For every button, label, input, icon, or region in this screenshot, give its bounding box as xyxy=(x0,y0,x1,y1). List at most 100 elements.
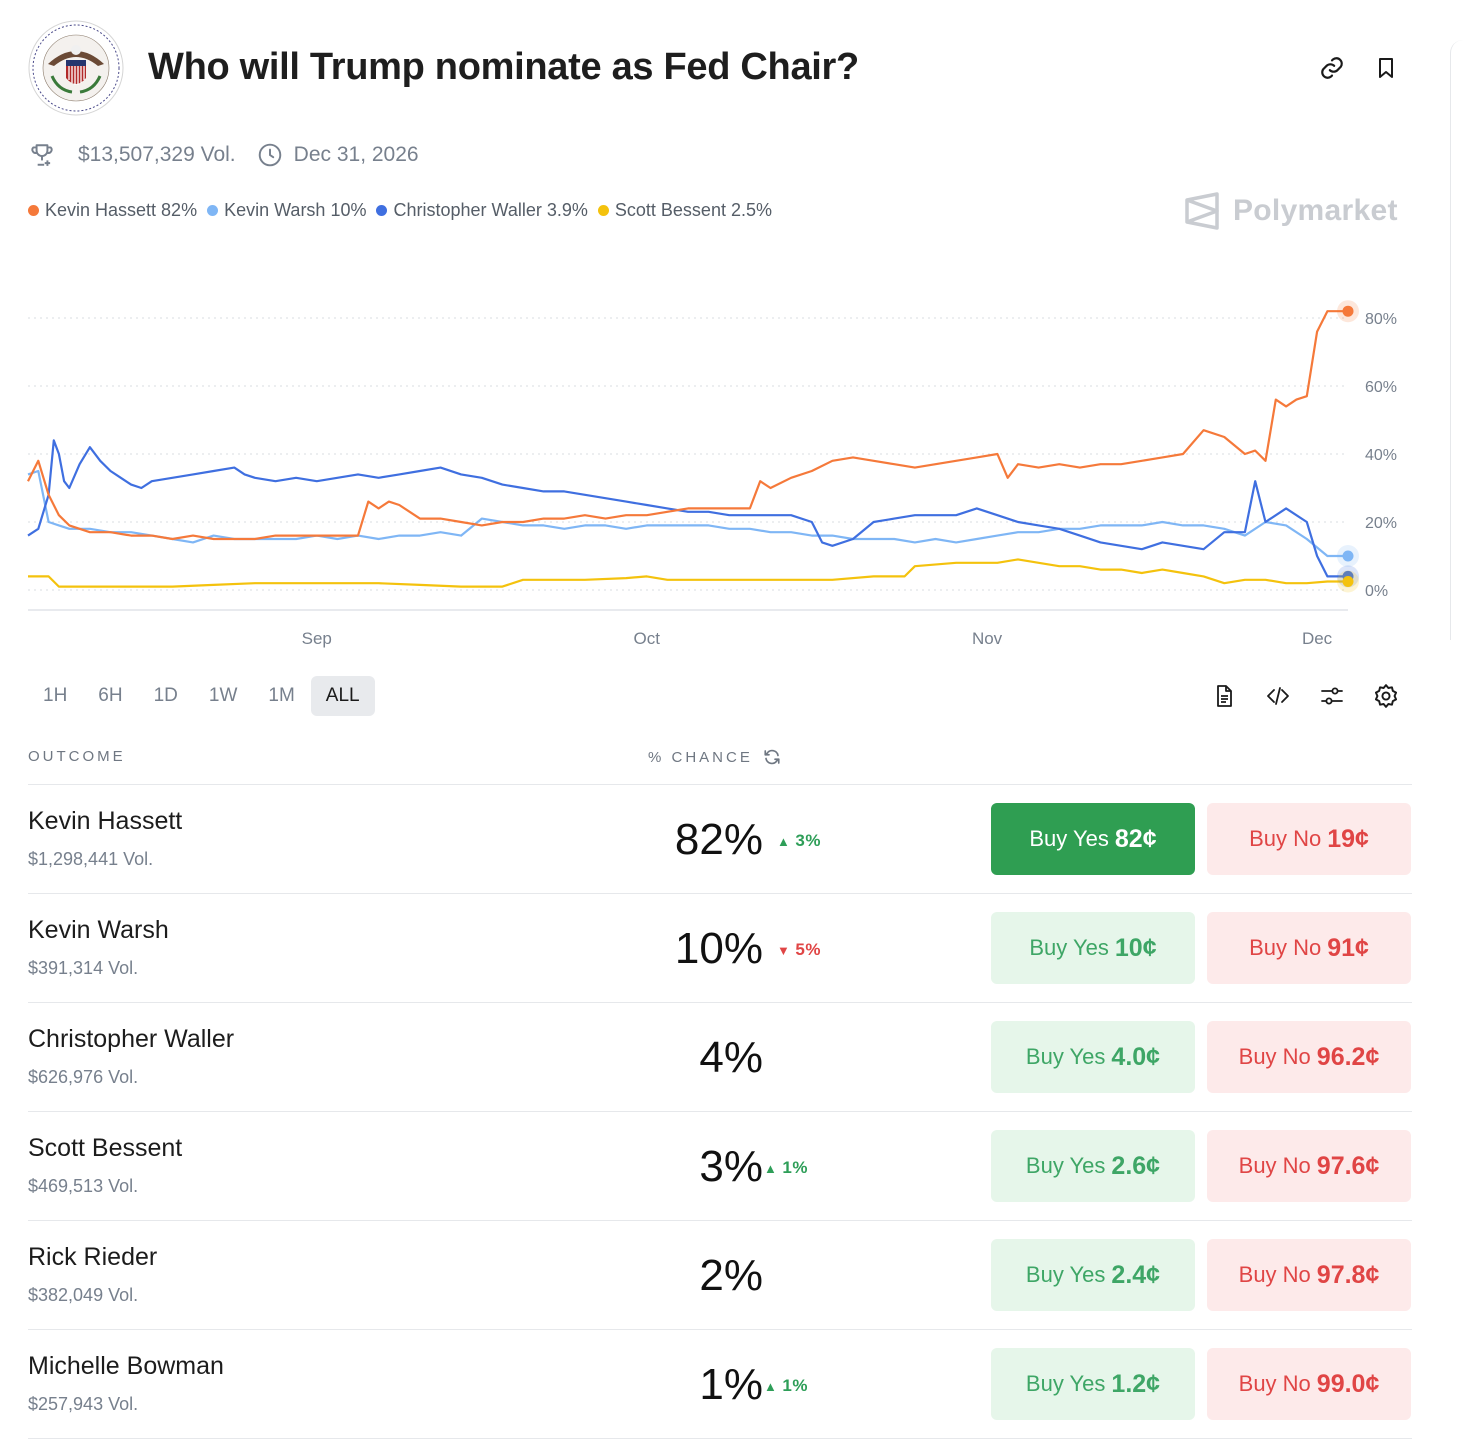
buy-no-button[interactable]: Buy No 91¢ xyxy=(1207,912,1411,984)
y-tick-label: 20% xyxy=(1365,515,1397,532)
series-end-point xyxy=(1342,305,1354,317)
outcome-name[interactable]: Kevin Warsh xyxy=(28,916,169,944)
outcome-chance: 10% xyxy=(674,924,763,973)
buy-no-price: 97.6¢ xyxy=(1316,1151,1380,1180)
series-line-scott-bessent xyxy=(28,558,1348,588)
range-1w-button[interactable]: 1W xyxy=(208,685,238,706)
rules-button[interactable] xyxy=(1206,678,1242,714)
outcome-volume: $626,976 Vol. xyxy=(28,1067,139,1087)
outcome-row[interactable]: Scott Bessent $469,513 Vol. 3% ▲ 1% Buy Yes 2.… xyxy=(28,1112,1412,1221)
buy-no-price: 19¢ xyxy=(1327,824,1369,853)
market-meta: $13,507,329 Vol. Dec 31, 2026 xyxy=(28,140,419,170)
outcome-chance: 4% xyxy=(699,1033,763,1082)
buy-yes-button[interactable]: Buy Yes 82¢ xyxy=(991,803,1195,875)
chance-change-badge: ▲ 1% xyxy=(764,1158,808,1178)
buy-no-label: Buy No xyxy=(1238,1371,1311,1396)
y-tick-label: 0% xyxy=(1365,583,1388,600)
outcome-row[interactable]: Kevin Warsh $391,314 Vol. 10% ▼ 5% Buy Yes 10¢… xyxy=(28,894,1412,1003)
buy-no-button[interactable]: Buy No 97.6¢ xyxy=(1207,1130,1411,1202)
end-date: Dec 31, 2026 xyxy=(293,143,419,166)
range-1d-button[interactable]: 1D xyxy=(153,685,178,706)
outcome-chance: 1% xyxy=(699,1360,763,1409)
triangle-down-icon: ▼ xyxy=(777,942,791,958)
range-6h-button[interactable]: 6H xyxy=(98,685,123,706)
triangle-up-icon: ▲ xyxy=(764,1378,778,1394)
legend-dot xyxy=(376,205,388,216)
chance-change-badge: ▼ 5% xyxy=(777,940,821,960)
outcome-row[interactable]: Kevin Hassett $1,298,441 Vol. 82% ▲ 3% Buy Ye… xyxy=(28,785,1412,894)
buy-yes-price: 82¢ xyxy=(1114,824,1157,853)
chart-filters-button[interactable] xyxy=(1314,678,1350,714)
outcome-chance: 3% xyxy=(699,1142,763,1191)
link-icon xyxy=(1321,57,1343,79)
x-tick-label: Sep xyxy=(302,629,332,648)
legend-label: Kevin Hassett 82% xyxy=(45,200,198,220)
buy-no-price: 96.2¢ xyxy=(1316,1042,1380,1071)
triangle-up-icon: ▲ xyxy=(777,833,791,849)
outcome-row[interactable]: Christopher Waller $626,976 Vol. 4% Buy Yes… xyxy=(28,1003,1412,1112)
range-1m-button[interactable]: 1M xyxy=(268,685,295,706)
buy-yes-label: Buy Yes xyxy=(1025,1371,1106,1396)
outcome-name[interactable]: Rick Rieder xyxy=(28,1243,158,1271)
outcome-row[interactable]: Michelle Bowman $257,943 Vol. 1% ▲ 1% Buy Yes… xyxy=(28,1330,1412,1439)
buy-no-price: 97.8¢ xyxy=(1316,1260,1380,1289)
buy-yes-button[interactable]: Buy Yes 2.6¢ xyxy=(991,1130,1195,1202)
legend-item: Kevin Hassett 82% xyxy=(28,200,197,221)
refresh-icon[interactable] xyxy=(763,748,781,766)
triangle-up-icon: ▲ xyxy=(764,1160,778,1176)
chart-legend: Kevin Hassett 82% Kevin Warsh 10% Christ… xyxy=(28,200,782,221)
embed-button[interactable] xyxy=(1260,678,1296,714)
outcome-name[interactable]: Christopher Waller xyxy=(28,1025,235,1053)
buy-yes-price: 1.2¢ xyxy=(1111,1369,1161,1398)
outcome-name[interactable]: Scott Bessent xyxy=(28,1134,183,1162)
legend-dot xyxy=(207,205,219,216)
buy-yes-button[interactable]: Buy Yes 1.2¢ xyxy=(991,1348,1195,1420)
outcome-row[interactable]: Rick Rieder $382,049 Vol. 2% Buy Yes 2.4¢ Buy… xyxy=(28,1221,1412,1330)
outcome-volume: $469,513 Vol. xyxy=(28,1176,139,1196)
y-tick-label: 60% xyxy=(1365,379,1397,396)
y-tick-label: 80% xyxy=(1365,311,1397,328)
watermark-text: Polymarket xyxy=(1233,194,1398,227)
market-header: Who will Trump nominate as Fed Chair? xyxy=(28,20,1418,116)
clock-icon xyxy=(256,141,284,169)
copy-link-button[interactable] xyxy=(1314,50,1350,86)
buy-no-button[interactable]: Buy No 99.0¢ xyxy=(1207,1348,1411,1420)
buy-no-label: Buy No xyxy=(1249,826,1322,851)
change-value: 1% xyxy=(782,1376,808,1395)
legend-item: Christopher Waller 3.9% xyxy=(376,200,588,221)
buy-yes-button[interactable]: Buy Yes 2.4¢ xyxy=(991,1239,1195,1311)
buy-yes-button[interactable]: Buy Yes 10¢ xyxy=(991,912,1195,984)
bookmark-button[interactable] xyxy=(1368,50,1404,86)
polymarket-logo-icon xyxy=(1185,192,1219,230)
buy-no-label: Buy No xyxy=(1238,1262,1311,1287)
outcome-volume: $257,943 Vol. xyxy=(28,1394,139,1414)
buy-yes-price: 2.6¢ xyxy=(1111,1151,1161,1180)
outcome-name[interactable]: Michelle Bowman xyxy=(28,1352,224,1380)
table-divider xyxy=(28,784,1412,785)
range-1h-button[interactable]: 1H xyxy=(43,685,68,706)
buy-no-button[interactable]: Buy No 19¢ xyxy=(1207,803,1411,875)
buy-yes-label: Buy Yes xyxy=(1025,1153,1106,1178)
chart-tools xyxy=(1206,678,1422,714)
outcome-name[interactable]: Kevin Hassett xyxy=(28,807,183,835)
buy-no-button[interactable]: Buy No 97.8¢ xyxy=(1207,1239,1411,1311)
range-all-button[interactable]: ALL xyxy=(310,676,375,716)
series-line-kevin-warsh xyxy=(27,469,1348,558)
buy-no-price: 99.0¢ xyxy=(1316,1369,1380,1398)
right-panel-edge xyxy=(1450,40,1463,640)
legend-dot xyxy=(597,205,609,216)
chart-settings-button[interactable] xyxy=(1368,678,1404,714)
chance-change-badge: ▲ 3% xyxy=(777,831,821,851)
x-tick-label: Nov xyxy=(972,629,1003,648)
buy-yes-price: 10¢ xyxy=(1114,933,1157,962)
outcome-column-header: OUTCOME xyxy=(28,748,126,765)
gear-icon xyxy=(1374,684,1398,708)
buy-yes-button[interactable]: Buy Yes 4.0¢ xyxy=(991,1021,1195,1093)
polymarket-watermark: Polymarket xyxy=(1185,192,1398,230)
buy-yes-label: Buy Yes xyxy=(1025,1262,1106,1287)
change-value: 5% xyxy=(795,940,821,959)
outcome-volume: $391,314 Vol. xyxy=(28,958,139,978)
time-range-selector: 1H 6H 1D 1W 1M ALL xyxy=(28,676,376,716)
buy-no-button[interactable]: Buy No 96.2¢ xyxy=(1207,1021,1411,1093)
price-history-chart[interactable]: 80% 60% 40% 20% 0% Sep Oct Nov Dec xyxy=(0,240,1440,660)
